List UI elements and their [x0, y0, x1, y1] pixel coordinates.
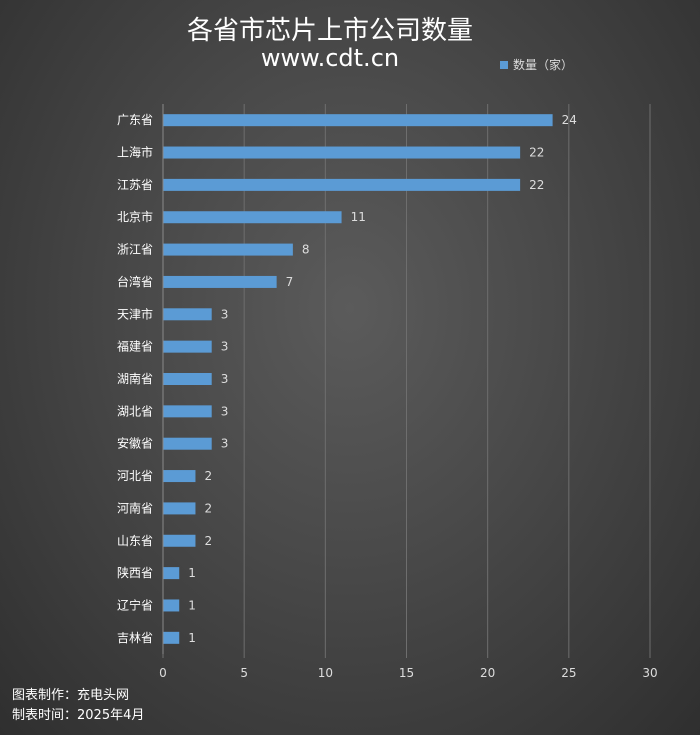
- bar: [163, 308, 212, 321]
- bar: [163, 211, 342, 224]
- bar: [163, 373, 212, 385]
- category-label: 吉林省: [117, 631, 153, 645]
- x-tick-label: 0: [159, 666, 167, 680]
- x-tick-label: 25: [561, 666, 576, 680]
- legend-label: 数量（家）: [513, 58, 574, 72]
- category-label: 安徽省: [117, 436, 153, 451]
- bar: [163, 405, 212, 418]
- category-label: 福建省: [117, 339, 153, 354]
- data-label: 3: [221, 307, 229, 321]
- bar: [163, 243, 293, 256]
- category-label: 辽宁省: [117, 597, 153, 612]
- data-label: 24: [562, 113, 577, 127]
- legend: 数量（家）: [500, 56, 573, 73]
- x-tick-label: 15: [399, 666, 414, 680]
- data-label: 22: [529, 146, 544, 160]
- data-label: 2: [204, 534, 212, 548]
- category-label: 广东省: [117, 113, 153, 127]
- data-label: 3: [221, 372, 229, 386]
- category-label: 江苏省: [117, 178, 153, 192]
- category-label: 河北省: [117, 469, 153, 483]
- data-label: 2: [204, 501, 212, 515]
- chart-subtitle: www.cdt.cn: [260, 44, 400, 72]
- x-tick-label: 10: [318, 666, 333, 680]
- credit-date: 制表时间：2025年4月: [12, 708, 145, 723]
- category-label: 北京市: [117, 209, 153, 224]
- chart-title: 各省市芯片上市公司数量: [186, 16, 473, 46]
- data-label: 8: [302, 243, 310, 257]
- category-label: 山东省: [117, 534, 153, 548]
- bar: [163, 275, 277, 288]
- bar: [163, 502, 196, 515]
- category-label: 湖南省: [117, 371, 153, 386]
- category-label: 河南省: [117, 500, 153, 515]
- data-label: 22: [529, 178, 544, 192]
- data-label: 1: [188, 598, 196, 612]
- data-label: 11: [351, 210, 366, 224]
- bar: [163, 340, 212, 353]
- bar: [163, 534, 196, 547]
- data-label: 3: [221, 404, 229, 418]
- bar: [163, 437, 212, 450]
- credit-maker: 图表制作：充电头网: [12, 688, 130, 703]
- bar: [163, 599, 180, 612]
- category-label: 天津市: [117, 306, 153, 321]
- category-label: 陕西省: [117, 565, 153, 580]
- category-label: 上海市: [117, 145, 153, 160]
- bar: [163, 470, 196, 483]
- data-label: 3: [221, 340, 229, 354]
- data-label: 1: [188, 631, 196, 645]
- legend-swatch: [500, 60, 508, 69]
- bar: [163, 631, 180, 644]
- x-tick-label: 30: [642, 666, 657, 680]
- bar: [163, 146, 521, 159]
- data-label: 3: [221, 437, 229, 451]
- x-tick-label: 20: [480, 666, 495, 680]
- data-label: 2: [204, 469, 212, 483]
- bar: [163, 178, 521, 191]
- data-label: 7: [286, 275, 294, 289]
- category-label: 台湾省: [117, 274, 153, 289]
- bar: [163, 114, 553, 127]
- category-label: 浙江省: [117, 243, 153, 257]
- bar: [163, 567, 180, 580]
- x-tick-label: 5: [240, 666, 248, 680]
- category-label: 湖北省: [117, 403, 153, 418]
- data-label: 1: [188, 566, 196, 580]
